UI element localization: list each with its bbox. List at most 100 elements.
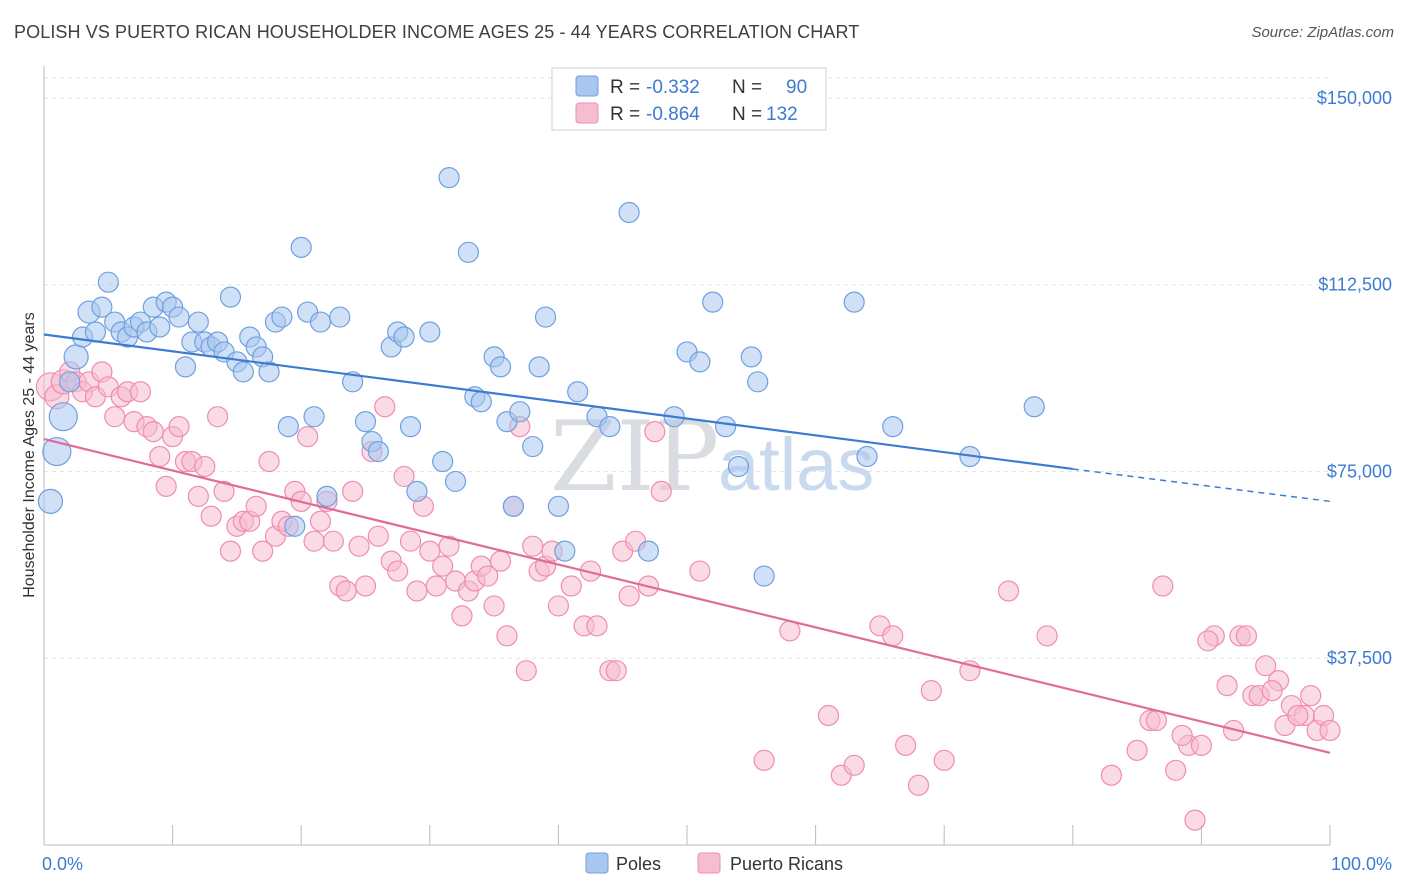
puerto-ricans-point (1171, 724, 1193, 747)
puerto-ricans-point (1255, 655, 1277, 677)
poles-point (284, 515, 306, 537)
puerto-ricans-point (753, 749, 775, 771)
puerto-ricans-point (149, 445, 171, 468)
legend-n-value-puerto-ricans: 132 (766, 104, 798, 125)
puerto-ricans-point (303, 530, 325, 552)
puerto-ricans-point (252, 540, 274, 562)
puerto-ricans-point (817, 704, 840, 727)
puerto-ricans-point (387, 560, 409, 582)
poles-point (232, 361, 254, 383)
poles-point (303, 406, 325, 428)
poles-point (271, 306, 293, 328)
puerto-ricans-point (451, 605, 473, 627)
puerto-ricans-point (200, 505, 222, 527)
poles-point (727, 455, 750, 478)
legend: R = -0.332 N = 90 R = -0.864 N = 132 (551, 67, 827, 131)
poles-point (528, 356, 550, 378)
poles-point (489, 356, 512, 378)
puerto-ricans-point (496, 625, 518, 647)
poles-point (502, 495, 524, 517)
puerto-ricans-point (342, 480, 364, 502)
poles-point (522, 435, 544, 458)
poles-point (753, 565, 775, 587)
puerto-ricans-point (393, 465, 415, 488)
puerto-ricans-point (438, 535, 460, 557)
legend-n-label-puerto-ricans: N = (732, 104, 762, 125)
puerto-ricans-point (483, 595, 505, 617)
puerto-ricans-point (1126, 739, 1148, 761)
puerto-ricans-point (1100, 764, 1122, 786)
poles-point (438, 167, 460, 189)
puerto-ricans-point (1261, 680, 1283, 702)
poles-point (419, 321, 441, 343)
poles-point (149, 316, 171, 338)
puerto-ricans-point (155, 475, 177, 498)
poles-point (444, 470, 467, 493)
puerto-ricans-point (895, 734, 917, 756)
puerto-ricans-point (1190, 734, 1213, 756)
puerto-ricans-point (168, 416, 190, 438)
trend-lines (43, 333, 1331, 754)
puerto-ricans-point (374, 396, 396, 418)
puerto-ricans-point (1319, 719, 1341, 742)
puerto-ricans-point (297, 425, 319, 448)
poles-point (187, 311, 209, 333)
bottom-legend-swatch-puerto-ricans (697, 852, 721, 874)
poles-point (509, 401, 531, 423)
poles-point (342, 371, 364, 393)
puerto-ricans-point (399, 530, 422, 552)
puerto-ricans-point (1235, 625, 1258, 647)
poles-point (689, 351, 711, 373)
puerto-ricans-point (406, 580, 428, 602)
poles-point (393, 326, 415, 348)
puerto-ricans-point (882, 625, 904, 647)
puerto-ricans-point (477, 565, 499, 587)
poles-point (843, 291, 865, 313)
poles-point (618, 201, 640, 224)
puerto-ricans-point (187, 485, 209, 507)
legend-n-value-poles: 90 (786, 77, 807, 98)
puerto-ricans-point (586, 615, 608, 637)
poles-point (91, 296, 113, 318)
poles-point (470, 391, 492, 413)
legend-swatch-poles (575, 75, 599, 97)
y-tick-labels: $37,500 $75,000 $112,500 $150,000 (1317, 88, 1392, 668)
puerto-ricans-point (1197, 630, 1219, 652)
puerto-ricans-point (1287, 704, 1309, 727)
poles-point (219, 286, 242, 308)
puerto-ricans-point (515, 660, 537, 682)
puerto-ricans-point (1152, 575, 1174, 597)
puerto-ricans-point (245, 495, 267, 517)
puerto-ricans-point (997, 580, 1020, 602)
puerto-ricans-point (104, 406, 126, 428)
puerto-ricans-point (1216, 675, 1238, 697)
poles-point (747, 371, 769, 393)
puerto-ricans-point (207, 406, 229, 428)
poles-point (856, 445, 878, 468)
puerto-ricans-point (213, 480, 235, 502)
puerto-ricans-point (522, 535, 544, 557)
puerto-ricans-point (219, 540, 242, 562)
puerto-ricans-point (432, 555, 454, 577)
poles-point (258, 361, 280, 383)
page-title: POLISH VS PUERTO RICAN HOUSEHOLDER INCOM… (14, 22, 860, 42)
poles-points (37, 167, 1045, 587)
poles-point (547, 495, 570, 517)
poles-point (63, 344, 89, 370)
puerto-ricans-point (920, 680, 942, 702)
poles-point (432, 450, 454, 473)
puerto-ricans-point (689, 560, 711, 582)
y-tick-label: $150,000 (1317, 88, 1392, 108)
poles-point (740, 346, 762, 368)
puerto-ricans-point (129, 381, 152, 403)
poles-point (637, 540, 660, 562)
poles-point (1023, 396, 1045, 418)
puerto-ricans-point (650, 480, 672, 502)
puerto-ricans-point (907, 774, 930, 796)
poles-point (168, 306, 190, 328)
puerto-ricans-point (547, 595, 570, 617)
bottom-legend-swatch-poles (585, 852, 609, 874)
poles-point (84, 321, 107, 343)
poles-point (37, 488, 64, 514)
